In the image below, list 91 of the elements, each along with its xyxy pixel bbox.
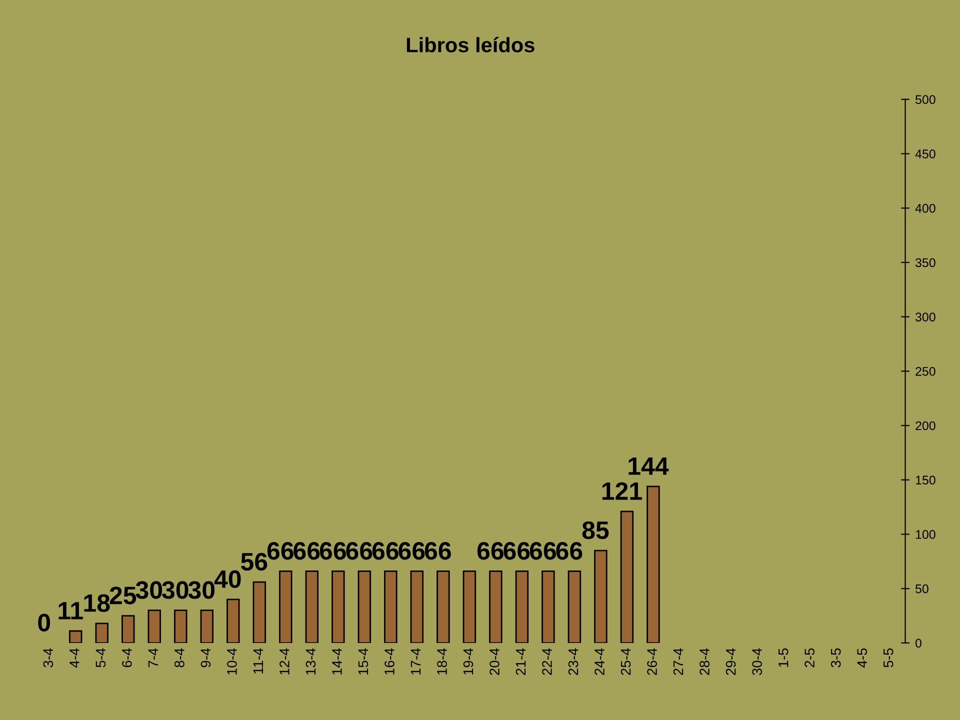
y-tick-label: 450 bbox=[915, 150, 936, 158]
bar bbox=[462, 570, 476, 643]
x-tick-label: 10-4 bbox=[227, 648, 237, 675]
y-tick-label: 150 bbox=[916, 476, 936, 485]
bar bbox=[515, 570, 529, 643]
x-tick-label: 27-4 bbox=[673, 648, 684, 675]
x-tick-label: 6-4 bbox=[122, 648, 132, 668]
x-tick-label: 11-4 bbox=[253, 648, 263, 674]
x-tick-label: 9-4 bbox=[200, 648, 211, 668]
y-tick-label: 0 bbox=[915, 638, 922, 648]
x-tick-label: 5-4 bbox=[96, 648, 106, 668]
data-label: 25 bbox=[110, 586, 136, 604]
data-label: 85 bbox=[582, 521, 609, 540]
data-label: 30 bbox=[188, 581, 215, 599]
data-label: 66 bbox=[556, 542, 582, 560]
data-label: 66 bbox=[530, 542, 556, 560]
data-label: 11 bbox=[58, 602, 83, 620]
data-label: 66 bbox=[424, 542, 451, 560]
data-label: 56 bbox=[241, 552, 268, 571]
x-tick-label: 4-4 bbox=[70, 648, 80, 668]
x-tick-label: 3-4 bbox=[43, 648, 54, 668]
y-tick-label: 500 bbox=[916, 95, 936, 104]
bar bbox=[489, 570, 502, 643]
y-tick-label: 350 bbox=[915, 258, 936, 268]
x-tick-label: 12-4 bbox=[280, 648, 290, 675]
bar bbox=[174, 610, 188, 643]
bar bbox=[358, 570, 372, 643]
data-label: 66 bbox=[398, 542, 425, 560]
y-tick-label: 200 bbox=[916, 421, 936, 430]
y-tick-label: 300 bbox=[915, 312, 936, 322]
y-tick-label: 250 bbox=[916, 366, 936, 376]
bar bbox=[568, 570, 582, 643]
x-tick-label: 5-5 bbox=[884, 648, 894, 668]
y-tick-label: 100 bbox=[916, 530, 936, 539]
bar bbox=[594, 550, 608, 643]
data-label: 66 bbox=[372, 542, 398, 560]
x-tick-label: 1-5 bbox=[778, 648, 788, 667]
bar bbox=[305, 570, 319, 643]
bar bbox=[200, 610, 214, 643]
x-tick-label: 23-4 bbox=[568, 648, 578, 675]
data-label: 66 bbox=[346, 542, 372, 560]
bar bbox=[332, 570, 345, 643]
bar bbox=[384, 570, 398, 643]
data-label: 66 bbox=[320, 542, 346, 560]
bar bbox=[95, 622, 108, 643]
x-tick-label: 19-4 bbox=[463, 648, 474, 675]
bar bbox=[542, 570, 555, 643]
x-tick-label: 15-4 bbox=[358, 648, 368, 675]
x-tick-label: 3-5 bbox=[830, 648, 841, 668]
bar bbox=[279, 570, 292, 643]
data-label: 121 bbox=[602, 482, 642, 500]
x-tick-label: 2-5 bbox=[804, 648, 814, 668]
bar bbox=[620, 510, 634, 643]
x-tick-label: 17-4 bbox=[410, 648, 421, 675]
x-tick-label: 16-4 bbox=[384, 648, 394, 675]
data-label: 40 bbox=[214, 570, 241, 588]
bar bbox=[69, 630, 82, 643]
data-label: 18 bbox=[84, 594, 110, 612]
x-tick-label: 26-4 bbox=[647, 648, 657, 675]
bar bbox=[226, 598, 240, 643]
bar bbox=[646, 486, 660, 643]
x-tick-label: 14-4 bbox=[332, 648, 342, 675]
x-tick-label: 29-4 bbox=[726, 648, 736, 675]
y-tick-label: 50 bbox=[916, 584, 928, 594]
chart-title: Libros leídos bbox=[406, 36, 534, 52]
x-tick-label: 7-4 bbox=[148, 648, 158, 668]
x-tick-label: 24-4 bbox=[594, 648, 604, 675]
x-tick-label: 20-4 bbox=[490, 648, 500, 675]
data-label: 66 bbox=[504, 542, 530, 560]
x-tick-label: 30-4 bbox=[752, 648, 762, 676]
data-label: 66 bbox=[294, 542, 320, 560]
bar bbox=[148, 610, 161, 643]
data-label: 144 bbox=[628, 457, 669, 475]
x-tick-label: 21-4 bbox=[516, 648, 526, 675]
bar bbox=[252, 581, 266, 643]
bar bbox=[410, 570, 424, 643]
bar bbox=[436, 570, 450, 643]
data-label: 0 bbox=[38, 614, 50, 632]
x-tick-label: 4-5 bbox=[857, 648, 867, 668]
x-tick-label: 28-4 bbox=[700, 648, 710, 675]
x-tick-label: 22-4 bbox=[542, 648, 552, 675]
y-tick-label: 400 bbox=[915, 204, 936, 213]
x-tick-label: 13-4 bbox=[306, 648, 316, 675]
data-label: 30 bbox=[136, 581, 162, 599]
data-label: 30 bbox=[162, 581, 188, 599]
data-label: 66 bbox=[477, 542, 504, 560]
data-label: 66 bbox=[267, 542, 294, 560]
x-tick-label: 8-4 bbox=[174, 648, 184, 668]
x-tick-label: 18-4 bbox=[437, 648, 447, 675]
bar bbox=[122, 615, 135, 643]
x-tick-label: 25-4 bbox=[620, 648, 631, 675]
